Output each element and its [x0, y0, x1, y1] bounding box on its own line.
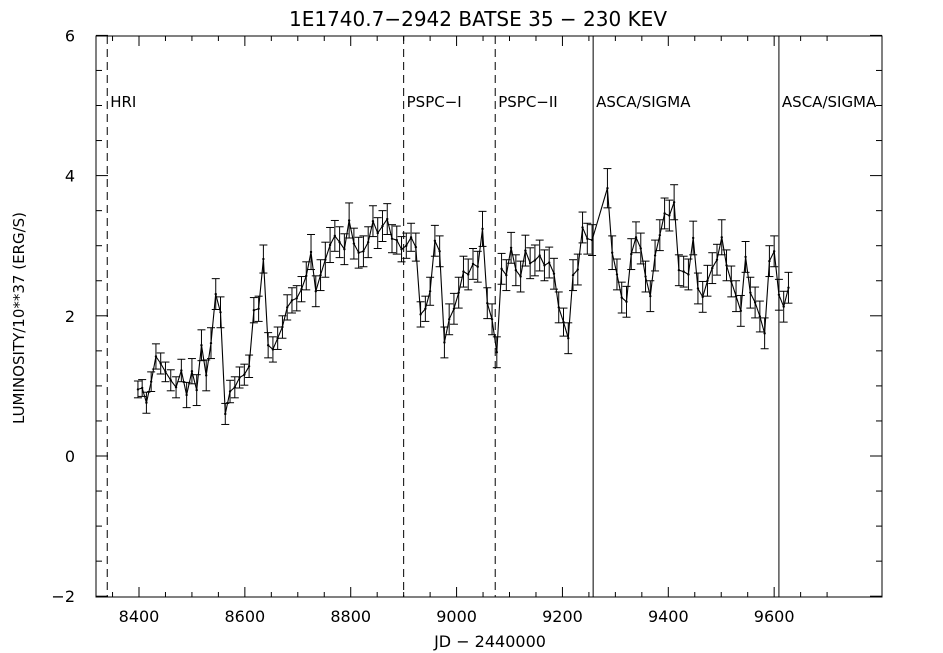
marker-label: HRI: [110, 93, 136, 111]
y-tick-label: −2: [51, 587, 75, 606]
x-axis-label: JD − 2440000: [433, 632, 546, 651]
error-bars: [133, 168, 793, 425]
marker-label: ASCA/SIGMA: [782, 93, 877, 111]
marker-label: PSPC−I: [407, 93, 462, 111]
x-tick-label: 8600: [225, 607, 266, 626]
x-tick-label: 9600: [754, 607, 795, 626]
marker-label: ASCA/SIGMA: [596, 93, 691, 111]
y-axis-label: LUMINOSITY/10**37 (ERG/S): [10, 212, 28, 424]
y-tick-labels: −2 0 2 4 6: [51, 26, 75, 606]
axis-ticks: [96, 34, 882, 597]
x-tick-labels: 8400 8600 8800 9000 9200 9400 9600: [119, 607, 795, 626]
x-tick-label: 8800: [330, 607, 371, 626]
y-tick-label: 4: [65, 167, 75, 186]
series-group: [136, 187, 790, 416]
x-tick-label: 9000: [436, 607, 477, 626]
x-tick-label: 8400: [119, 607, 160, 626]
x-tick-label: 9200: [542, 607, 583, 626]
series-line: [137, 188, 790, 415]
x-tick-label: 9400: [648, 607, 689, 626]
y-tick-label: 0: [65, 447, 75, 466]
y-tick-label: 2: [65, 307, 75, 326]
plot-frame: [95, 35, 883, 598]
marker-label: PSPC−II: [498, 93, 558, 111]
y-tick-label: 6: [65, 26, 75, 45]
chart-title: 1E1740.7−2942 BATSE 35 − 230 KEV: [289, 7, 667, 31]
observation-markers: HRI PSPC−I PSPC−II ASCA/SIGMA ASCA/SIGMA: [106, 36, 877, 597]
